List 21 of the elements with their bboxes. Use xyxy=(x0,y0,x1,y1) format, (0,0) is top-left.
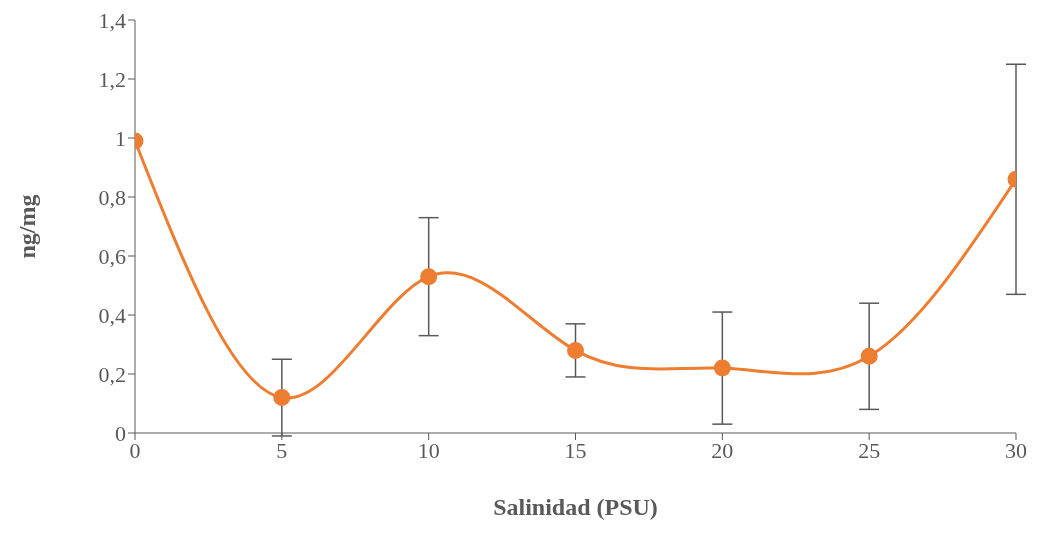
x-tick-label: 5 xyxy=(276,437,288,463)
y-tick-label: 0,2 xyxy=(98,361,126,387)
y-tick-label: 1 xyxy=(115,125,126,151)
x-axis-title: Salinidad (PSU) xyxy=(493,494,658,520)
point xyxy=(420,268,438,286)
x-tick-label: 15 xyxy=(564,437,587,463)
y-axis-title: ng/mg xyxy=(13,194,40,259)
point xyxy=(273,389,291,407)
point xyxy=(567,341,584,359)
point xyxy=(713,359,731,377)
y-tick-label: 0,4 xyxy=(98,302,126,328)
x-tick-label: 25 xyxy=(858,437,881,463)
y-tick-label: 0 xyxy=(115,420,126,446)
y-tick-label: 1,2 xyxy=(98,66,126,92)
x-tick-label: 30 xyxy=(1005,437,1027,463)
x-tick-label: 10 xyxy=(417,437,440,463)
y-tick-label: 1,4 xyxy=(98,7,126,33)
y-tick-label: 0,8 xyxy=(98,184,126,210)
y-tick-label: 0,6 xyxy=(98,243,126,269)
x-tick-label: 20 xyxy=(711,437,734,463)
point xyxy=(860,347,878,365)
